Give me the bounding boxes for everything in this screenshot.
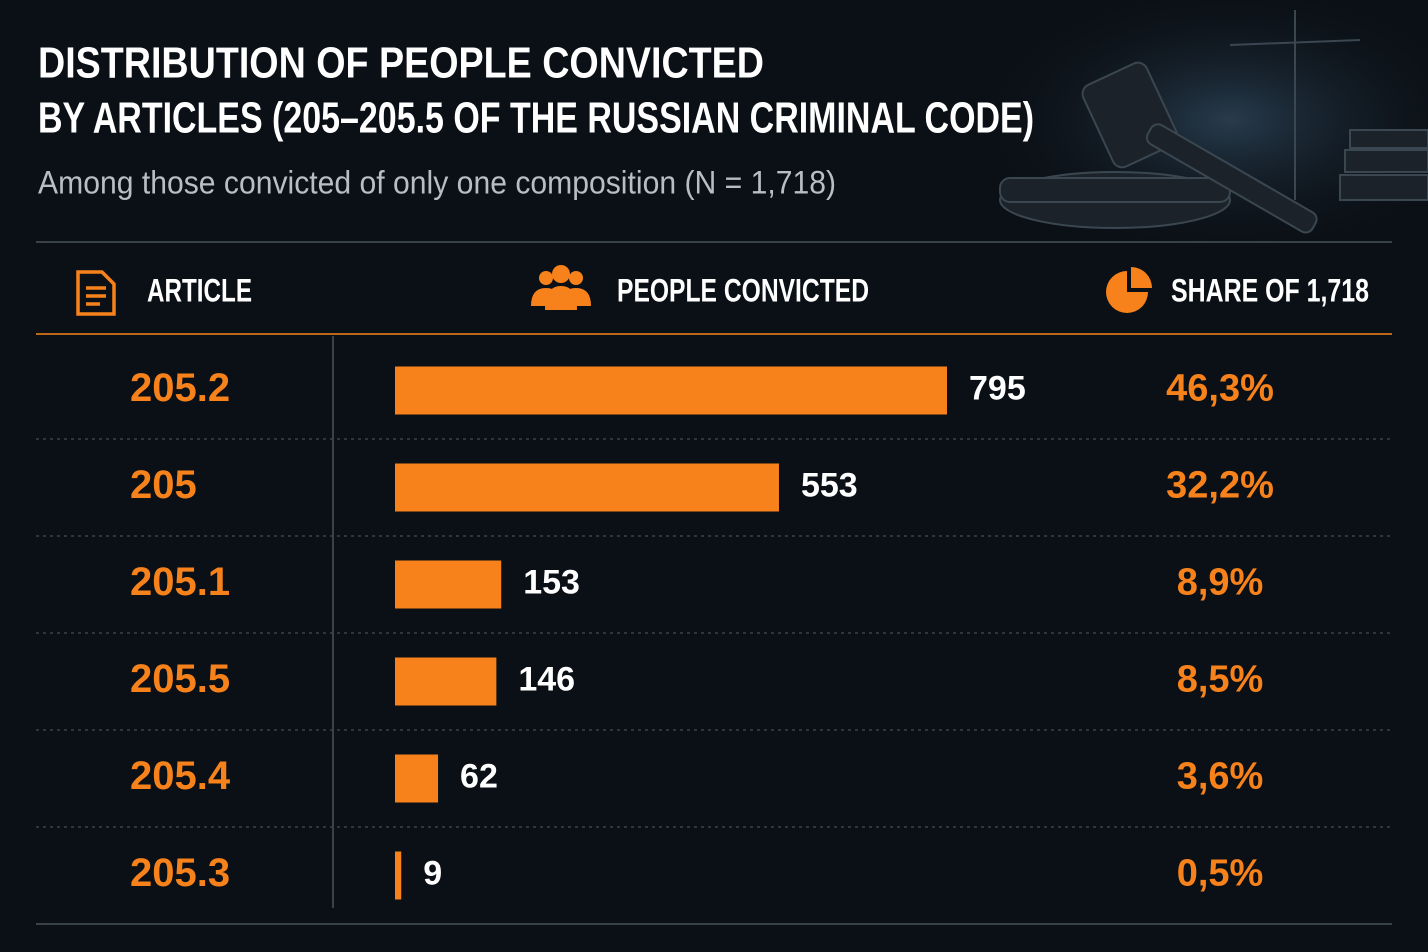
gavel-illustration [999, 10, 1428, 234]
pie-icon [1106, 267, 1152, 313]
article-label: 205.2 [130, 366, 230, 410]
article-label: 205.4 [130, 754, 231, 798]
share-label: 46,3% [1166, 368, 1274, 410]
bar [395, 657, 497, 706]
value-label: 62 [460, 757, 498, 795]
bar [395, 560, 502, 609]
chart-title: BY ARTICLES (205–205.5 OF THE RUSSIAN CR… [38, 94, 1034, 143]
column-header: SHARE OF 1,718 [1171, 272, 1369, 308]
article-label: 205.1 [130, 560, 230, 604]
share-label: 32,2% [1166, 465, 1274, 507]
value-label: 153 [523, 563, 580, 601]
document-icon [76, 270, 116, 316]
people-icon [531, 265, 591, 310]
share-label: 8,5% [1177, 659, 1264, 701]
bar [395, 754, 439, 803]
article-label: 205.3 [130, 851, 230, 895]
column-header: PEOPLE CONVICTED [617, 272, 869, 308]
bar [395, 851, 402, 900]
value-label: 9 [423, 854, 442, 892]
chart-subtitle: Among those convicted of only one compos… [38, 164, 836, 200]
article-label: 205.5 [130, 657, 230, 701]
value-label: 795 [969, 369, 1026, 407]
chart-title: DISTRIBUTION OF PEOPLE CONVICTED [38, 39, 764, 88]
share-label: 8,9% [1177, 562, 1264, 604]
share-label: 3,6% [1177, 756, 1264, 798]
column-header: ARTICLE [147, 272, 252, 308]
bar [395, 463, 779, 512]
share-label: 0,5% [1177, 853, 1264, 895]
bar [395, 366, 947, 415]
article-label: 205 [130, 463, 197, 507]
value-label: 146 [518, 660, 575, 698]
value-label: 553 [801, 466, 858, 504]
